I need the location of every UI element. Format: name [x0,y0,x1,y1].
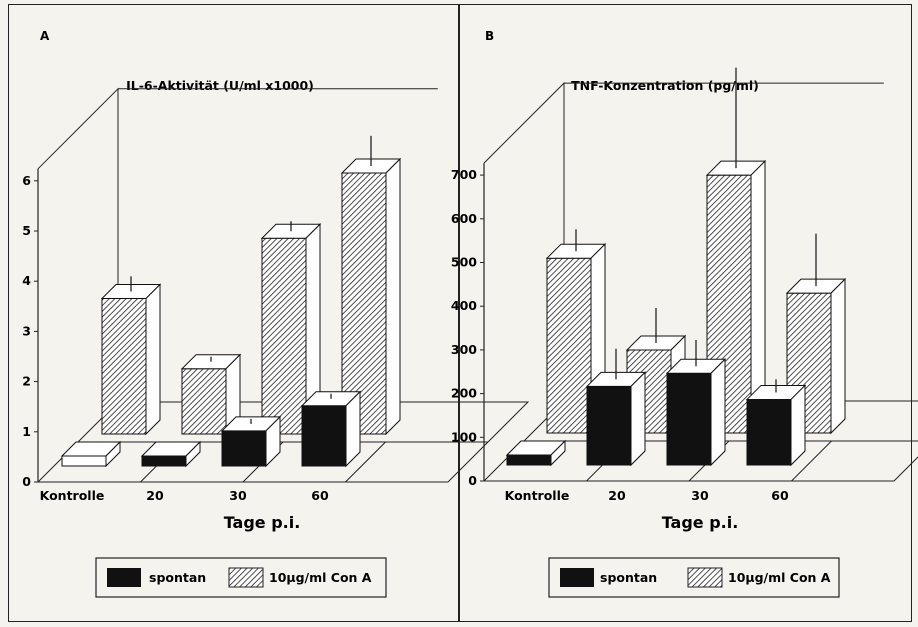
bar-spontan-front [666,372,712,466]
chart-b: 0 100 200 300 400 500 600 700 Kontrolle 20 30 60 [451,67,918,503]
x-tick-label: 30 [691,488,709,503]
x-tick-label: 30 [229,488,247,503]
x-tick-label: 20 [608,488,626,503]
chart-title-b: TNF-Konzentration (pg/ml) [571,78,759,93]
x-tick-label: 60 [771,488,789,503]
bar-spontan-side [345,390,361,468]
bar-cona-front [546,257,592,434]
floor-divider [791,440,832,482]
legend-box [95,557,387,598]
bar-spontan-side [105,440,121,468]
y-tick-label: 5 [22,223,31,238]
legend-swatch-solid [107,568,141,587]
figure-frame [8,4,912,622]
y-tick-label: 700 [451,167,477,182]
legend-label-cona: 10µg/ml Con A [269,570,372,585]
chart-a: 0 1 2 3 4 5 6 Kontrolle 20 30 60 [22,87,530,503]
panel-letter-b: B [485,29,494,43]
bar-spontan-front [586,385,632,466]
legend-label-spontan: spontan [149,570,206,585]
y-tick-label: 400 [451,298,477,313]
bar-cona-front [181,368,227,435]
panel-letter-a: A [40,29,50,43]
x-tick-label: 60 [311,488,329,503]
bar-spontan-front [61,455,107,467]
y-tick-label: 0 [22,474,31,489]
y-tick-label: 2 [22,374,31,389]
floor-plane [482,400,918,482]
y-tick-label: 0 [468,473,477,488]
x-axis-label-b: Tage p.i. [662,513,739,532]
legend-a: spontan 10µg/ml Con A [95,557,387,598]
bar-spontan-side [790,384,806,467]
chart-title-a: IL-6-Aktivität (U/ml x1000) [126,78,314,93]
y-tick-label: 300 [451,342,477,357]
y-tick-label: 4 [22,273,31,288]
bar-cona-side [145,283,161,436]
y-tick-label: 500 [451,255,477,270]
bar-spontan-side [630,371,646,467]
legend-label-cona: 10µg/ml Con A [728,570,831,585]
y-tick-label: 200 [451,386,477,401]
legend-label-spontan: spontan [600,570,657,585]
legend-swatch-hatched [228,567,264,588]
y-tick-label: 100 [451,429,477,444]
y-tick-label: 600 [451,211,477,226]
bar-spontan-front [141,455,187,467]
x-axis-label-a: Tage p.i. [224,513,301,532]
bar-spontan-side [265,415,281,468]
legend-b: spontan 10µg/ml Con A [548,557,840,598]
bar-cona-side [385,157,401,436]
floor-divider [345,441,386,483]
bar-spontan-front [221,430,267,467]
bar-spontan-side [710,358,726,467]
y-tick-label: 6 [22,173,31,188]
x-tick-label: Kontrolle [40,488,105,503]
bar-spontan-front [506,454,552,466]
legend-swatch-hatched [687,567,723,588]
y-tick-label: 3 [22,323,31,338]
bar-cona-side [830,277,846,435]
bar-spontan-front [746,398,792,466]
bar-spontan-side [550,439,566,467]
bar-spontan-front [301,405,347,467]
bar-cona-front [261,237,307,435]
x-tick-label: Kontrolle [505,488,570,503]
y-tick-label: 1 [22,424,31,439]
x-tick-label: 20 [146,488,164,503]
panel-divider [458,4,460,622]
floor-plane [36,401,530,483]
legend-box [548,557,840,598]
bar-cona-front [101,297,147,435]
legend-swatch-solid [560,568,594,587]
bar-spontan-side [185,440,201,468]
